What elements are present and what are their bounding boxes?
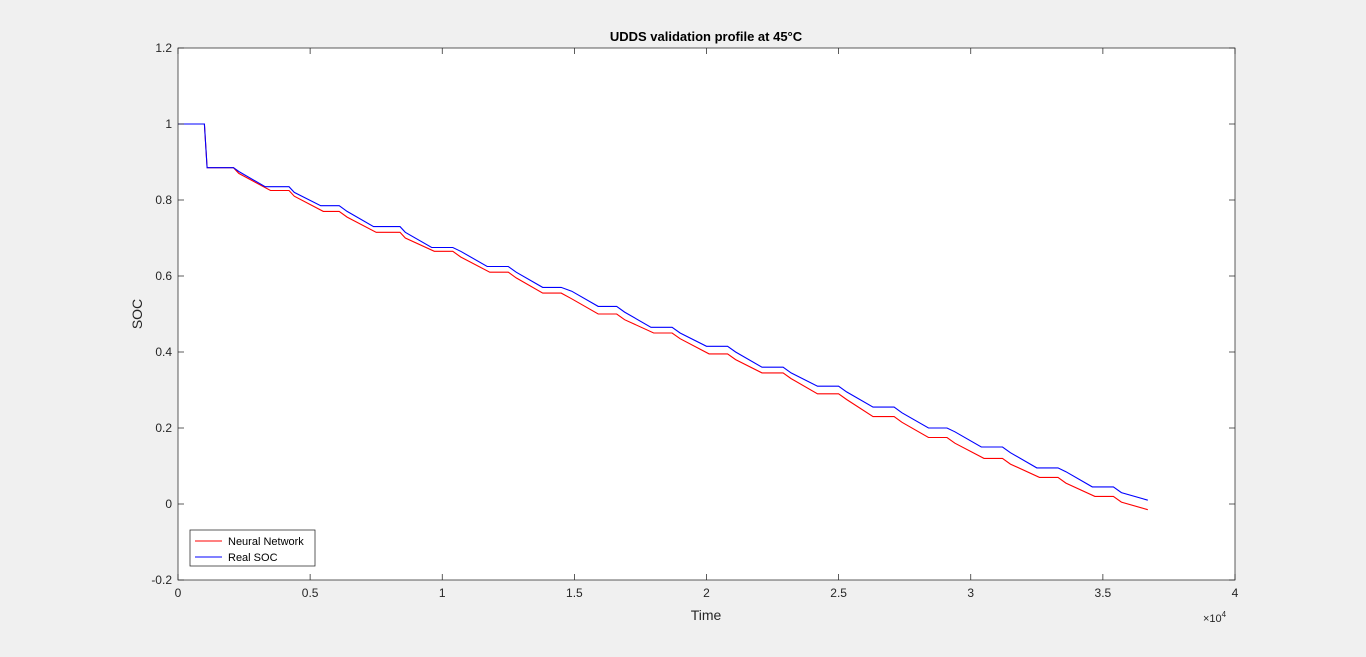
legend: Neural Network Real SOC (189, 529, 316, 567)
axes-layer: 0 0.5 1 1.5 2 2.5 3 3.5 4-0.200.20.40.60.811.2 (151, 41, 1238, 600)
x-multiplier-exponent: 4 (1222, 610, 1227, 619)
series-line-real-soc (178, 123, 1148, 501)
labels-layer: UDDS validation profile at 45°C Time SOC… (129, 29, 1227, 625)
series-line-neural-network (178, 123, 1148, 511)
y-tick-label: 1 (165, 117, 172, 131)
y-axis-label: SOC (129, 299, 145, 329)
x-tick-label: 0.5 (302, 586, 319, 600)
x-axis-label: Time (691, 607, 722, 623)
x-tick-label: 2.5 (830, 586, 847, 600)
plot-area (178, 48, 1235, 580)
x-tick-label: 0 (175, 586, 182, 600)
y-tick-label: -0.2 (151, 573, 172, 587)
x-axis-multiplier: ×104 (1203, 610, 1227, 625)
x-tick-label: 4 (1232, 586, 1239, 600)
y-tick-label: 0.2 (155, 421, 172, 435)
x-tick-label: 1 (439, 586, 446, 600)
x-multiplier-base: ×10 (1203, 613, 1222, 625)
y-tick-label: 0.8 (155, 193, 172, 207)
y-tick-label: 0 (165, 497, 172, 511)
y-tick-label: 0.6 (155, 269, 172, 283)
x-tick-label: 3.5 (1095, 586, 1112, 600)
x-tick-label: 3 (967, 586, 974, 600)
y-tick-label: 1.2 (155, 41, 172, 55)
x-tick-label: 2 (703, 586, 710, 600)
series-layer (178, 123, 1148, 511)
x-tick-label: 1.5 (566, 586, 583, 600)
legend-box (189, 529, 316, 567)
legend-label-neural-network: Neural Network (228, 536, 304, 548)
y-tick-label: 0.4 (155, 345, 172, 359)
chart-title: UDDS validation profile at 45°C (610, 29, 803, 44)
legend-label-real-soc: Real SOC (228, 552, 278, 564)
